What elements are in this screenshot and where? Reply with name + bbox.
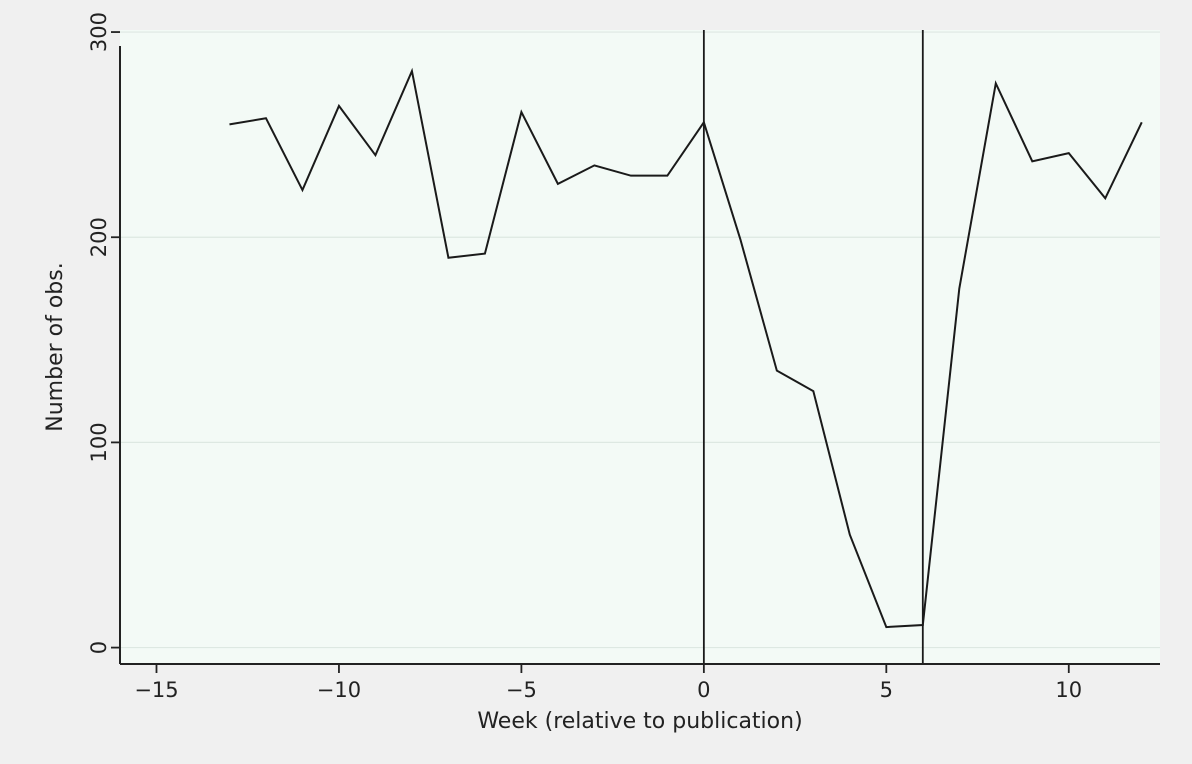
- data-point: [1139, 120, 1144, 125]
- data-point: [774, 368, 779, 373]
- y-tick-label: 200: [87, 217, 111, 257]
- data-point: [847, 532, 852, 537]
- y-axis-title: Number of obs.: [43, 262, 68, 431]
- data-point: [1103, 196, 1108, 201]
- x-tick-label: −10: [317, 678, 361, 702]
- data-point: [1066, 151, 1071, 156]
- data-point: [738, 237, 743, 242]
- y-tick-label: 100: [87, 422, 111, 462]
- x-tick-label: 5: [880, 678, 893, 702]
- data-point: [993, 81, 998, 86]
- data-point: [592, 163, 597, 168]
- data-point: [811, 389, 816, 394]
- x-axis-title: Week (relative to publication): [477, 709, 802, 734]
- grid-lines: [120, 31, 1160, 649]
- data-point: [665, 173, 670, 178]
- series-layer: [227, 67, 1144, 630]
- data-point: [263, 116, 268, 121]
- y-tick-label: 300: [87, 12, 111, 52]
- data-point: [336, 103, 341, 108]
- data-point: [884, 625, 889, 630]
- axes: [119, 46, 1160, 665]
- data-point: [701, 120, 706, 125]
- data-point: [227, 122, 232, 127]
- x-tick-label: −5: [506, 678, 537, 702]
- data-point: [446, 255, 451, 260]
- data-point: [482, 251, 487, 256]
- data-point: [957, 286, 962, 291]
- data-point: [300, 188, 305, 193]
- data-point: [1030, 159, 1035, 164]
- data-point: [373, 153, 378, 158]
- data-point: [409, 69, 414, 74]
- x-tick-label: 0: [697, 678, 710, 702]
- x-tick-label: 10: [1055, 678, 1082, 702]
- x-tick-label: −15: [134, 678, 178, 702]
- data-point: [920, 623, 925, 628]
- reference-lines: [702, 30, 924, 664]
- series-line-0: [229, 67, 1143, 629]
- plot-area: [120, 30, 1160, 664]
- data-point: [519, 110, 524, 115]
- y-tick-label: 0: [87, 641, 111, 654]
- data-point: [628, 173, 633, 178]
- data-point: [555, 181, 560, 186]
